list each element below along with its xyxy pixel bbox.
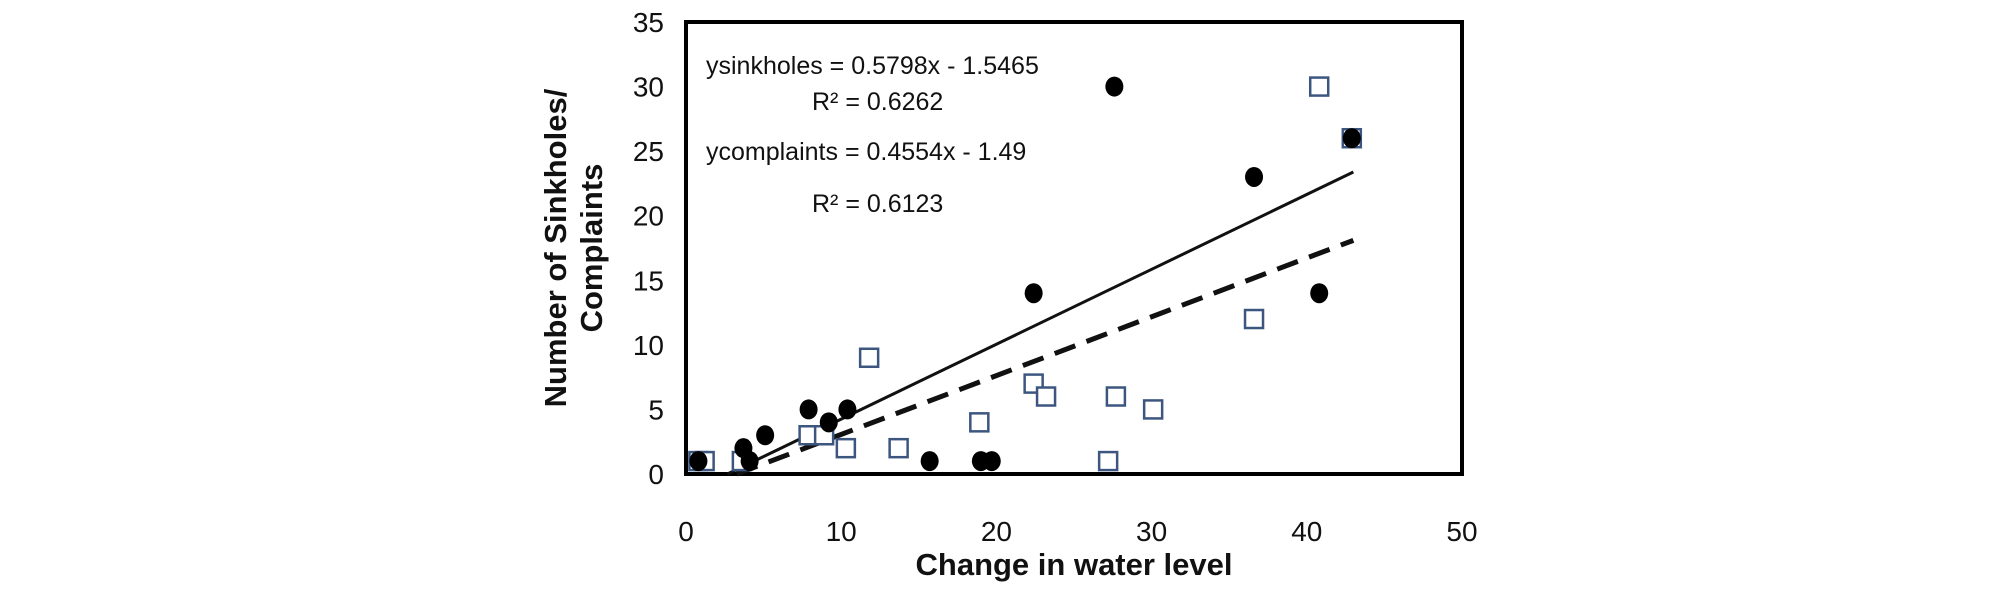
y-tick-label: 35 (633, 7, 664, 38)
y-axis-ticks: 0 5 10 15 20 25 30 35 (633, 7, 664, 490)
complaints-r-squared: R² = 0.6123 (812, 190, 943, 218)
sinkholes-point (1024, 283, 1043, 304)
complaints-point (1243, 308, 1265, 330)
complaints-trendline (735, 238, 1355, 477)
x-tick-label: 50 (1446, 516, 1477, 547)
complaints-point (969, 412, 990, 433)
sinkholes-point (799, 399, 818, 420)
complaints-point (888, 437, 909, 459)
plot-area-frame (684, 20, 1464, 476)
y-tick-label: 0 (648, 459, 664, 490)
sinkholes-point (740, 451, 759, 472)
y-tick-label: 20 (633, 201, 664, 232)
sinkholes-point (920, 451, 939, 472)
x-tick-label: 20 (981, 516, 1012, 547)
y-tick-label: 10 (633, 330, 664, 361)
sinkholes-point (1245, 166, 1264, 187)
sinkholes-point (756, 425, 775, 446)
sinkholes-point (838, 399, 857, 420)
complaints-point (1308, 76, 1330, 97)
sinkholes-equation: ysinkholes = 0.5798x - 1.5465 (706, 52, 1039, 80)
sinkholes-point (819, 412, 838, 433)
x-axis-ticks: 0 10 20 30 40 50 (678, 516, 1477, 547)
x-tick-label: 10 (826, 516, 857, 547)
complaints-point (858, 347, 880, 369)
y-tick-label: 30 (633, 72, 664, 103)
sinkholes-series (689, 76, 1361, 472)
complaints-point (835, 437, 857, 459)
x-tick-label: 40 (1291, 516, 1322, 547)
x-tick-label: 30 (1136, 516, 1167, 547)
sinkholes-r-squared: R² = 0.6262 (812, 88, 943, 116)
sinkholes-point (1342, 128, 1361, 149)
y-tick-label: 25 (633, 136, 664, 167)
y-axis-title-line-1: Number of Sinkholes/ (538, 88, 573, 407)
sinkholes-point (1105, 76, 1124, 97)
sinkholes-point (689, 451, 708, 472)
y-tick-label: 15 (633, 265, 664, 296)
complaints-point (1097, 450, 1119, 472)
sinkholes-point (982, 451, 1001, 472)
sinkholes-point (1310, 283, 1329, 304)
y-tick-label: 5 (648, 394, 664, 425)
y-axis-title-line-2: Complaints (574, 164, 609, 333)
complaints-point (1035, 386, 1057, 407)
complaints-point (1142, 399, 1164, 420)
complaints-equation: ycomplaints = 0.4554x - 1.49 (706, 138, 1026, 166)
x-tick-label: 0 (678, 516, 694, 547)
complaints-point (1105, 386, 1127, 407)
x-axis-title: Change in water level (916, 547, 1233, 582)
